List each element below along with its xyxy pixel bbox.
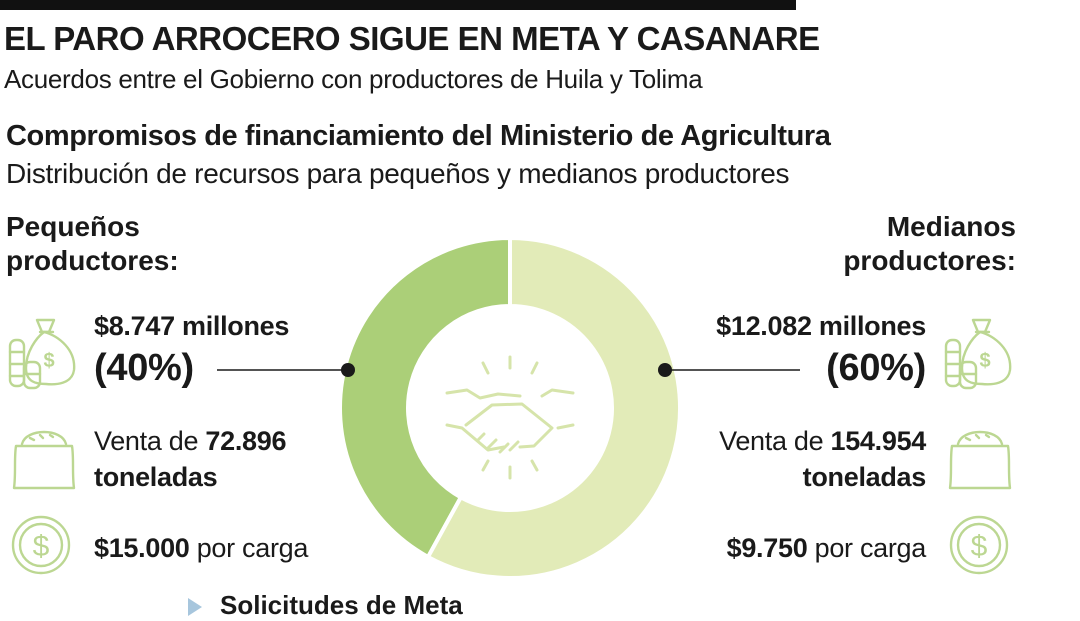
sack-icon [12,430,76,490]
dollar-coin-icon: $ [11,515,71,575]
triangle-bullet-icon [188,598,202,617]
price-medium: $9.750 por carga [726,533,927,564]
group-label-medium-line2: productores: [843,245,1016,276]
percent-medium: (60%) [826,347,926,389]
sales-small-prefix: Venta de [94,426,199,456]
svg-text:$: $ [43,350,54,372]
sales-medium-prefix: Venta de [719,426,824,456]
group-label-small: Pequeños productores: [6,210,179,278]
price-medium-suffix: por carga [814,533,927,563]
dollar-coin-icon: $ [949,515,1009,575]
leader-dot-small [341,363,355,377]
sales-small-unit: toneladas [94,462,218,492]
price-medium-value: $9.750 [726,533,808,563]
sales-small-value: 72.896 [205,426,287,456]
price-small-suffix: por carga [196,533,309,563]
donut-slices [338,235,682,580]
footer-title: Solicitudes de Meta [220,590,463,620]
donut-slice-medium [425,235,682,580]
sales-medium: Venta de 154.954 [719,426,926,457]
amount-small: $8.747 millones [94,311,290,341]
donut-chart [217,235,800,580]
top-rule [0,0,796,10]
money-bag-icon: $ [8,318,76,390]
sack-icon [948,430,1012,490]
group-label-medium-line1: Medianos [886,211,1016,242]
group-label-small-line1: Pequeños [6,211,140,242]
chart-subtitle: Distribución de recursos para pequeños y… [6,158,790,189]
donut-slice-small [338,235,512,560]
svg-text:$: $ [33,530,50,563]
sales-medium-unit: toneladas [802,462,927,492]
svg-text:$: $ [971,530,988,563]
group-label-small-line2: productores: [6,245,179,276]
svg-text:$: $ [979,350,990,372]
leader-dot-medium [658,363,672,377]
money-bag-icon: $ [944,318,1012,390]
chart-title: Compromisos de financiamiento del Minist… [6,120,831,152]
headline-subtitle: Acuerdos entre el Gobierno con productor… [4,64,703,94]
footer-section: Solicitudes de Meta [188,590,463,621]
sales-small: Venta de 72.896 [94,426,287,457]
sales-medium-value: 154.954 [830,426,927,456]
headline: EL PARO ARROCERO SIGUE EN META Y CASANAR… [4,20,820,57]
handshake-icon [445,355,575,480]
percent-small: (40%) [94,347,194,389]
amount-medium: $12.082 millones [716,311,926,341]
price-small: $15.000 por carga [94,533,308,564]
price-small-value: $15.000 [94,533,190,563]
group-label-medium: Medianos productores: [843,210,1016,278]
